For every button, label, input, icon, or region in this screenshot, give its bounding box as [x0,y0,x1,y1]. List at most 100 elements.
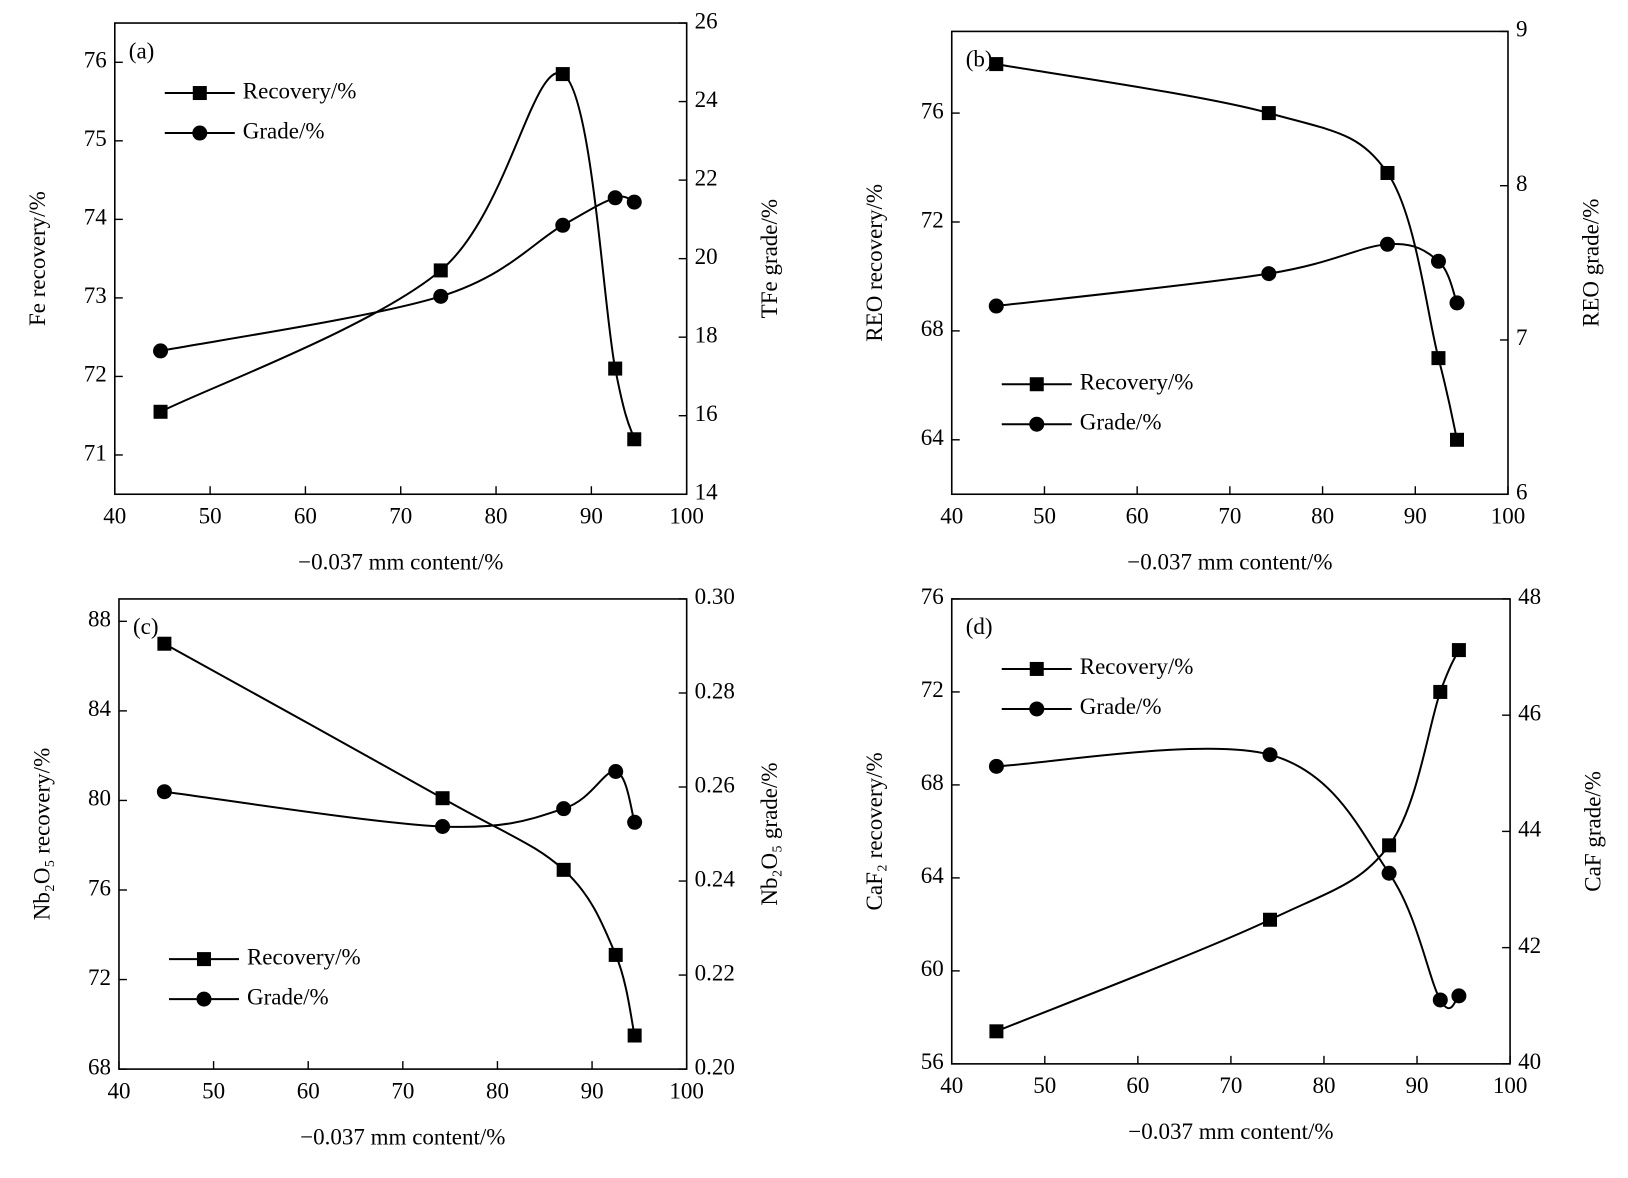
x-axis-label: −0.037 mm content/% [298,550,503,575]
x-tick-label: 90 [1404,504,1427,529]
y-tick-label: 80 [88,786,111,811]
legend-label: Recovery/% [243,78,357,103]
x-tick-label: 90 [581,1078,604,1103]
legend-marker [1029,661,1044,676]
x-tick-label: 90 [580,504,603,529]
y-axis-label: Nb₂O₅ recovery/% [29,748,54,921]
y2-tick-label: 26 [695,8,718,33]
data-point [988,758,1004,774]
y2-tick-label: 0.28 [695,678,735,703]
y-tick-label: 76 [921,584,944,609]
y-tick-label: 72 [88,965,111,990]
y-tick-label: 68 [88,1054,111,1079]
legend-marker [192,125,208,141]
legend-label: Recovery/% [1080,654,1194,679]
x-tick-label: 100 [1491,504,1526,529]
y-tick-label: 56 [921,1049,944,1074]
y2-tick-label: 0.20 [695,1054,735,1079]
data-point [627,814,643,830]
data-point [1449,432,1464,447]
y-tick-label: 76 [921,98,944,123]
x-tick-label: 70 [391,1078,414,1103]
legend-label: Grade/% [1080,410,1162,435]
series-curve [996,63,1458,441]
data-point [627,432,642,447]
x-tick-label: 70 [1218,504,1241,529]
y-tick-label: 71 [84,440,107,465]
y-tick-label: 60 [921,956,944,981]
y2-tick-label: 14 [695,480,719,505]
data-point [607,190,623,206]
data-point [1379,236,1395,252]
x-tick-label: 80 [486,1078,509,1103]
x-tick-label: 100 [1493,1073,1528,1098]
y2-tick-label: 0.22 [695,960,735,985]
data-point [435,819,451,835]
x-tick-label: 70 [389,504,412,529]
x-tick-label: 40 [107,1078,130,1103]
x-tick-label: 100 [669,1078,704,1103]
series-curve [160,71,636,440]
legend-marker [196,952,211,967]
y-tick-label: 76 [88,875,111,900]
y-axis-label: REO recovery/% [862,184,887,342]
data-point [1380,165,1395,180]
data-point [556,862,571,877]
x-tick-label: 80 [1312,1073,1335,1098]
data-point [1433,684,1448,699]
series-curve [164,770,636,828]
x-tick-label: 60 [294,504,317,529]
data-point [1261,106,1276,121]
data-point [608,763,624,779]
y2-tick-label: 16 [695,401,718,426]
y-axis-label: CaF₂ recovery/% [862,752,887,910]
data-point [626,194,642,210]
y2-axis-label: CaF grade/% [1580,771,1605,892]
data-point [1262,747,1278,763]
y2-tick-label: 6 [1516,480,1528,505]
y2-axis-label: REO grade/% [1578,199,1603,327]
y-tick-label: 75 [84,126,107,151]
legend-label: Grade/% [247,984,329,1009]
legend-marker [1029,416,1045,432]
data-point [608,361,623,376]
y2-tick-label: 48 [1518,584,1541,609]
x-tick-label: 100 [669,504,704,529]
data-point [433,288,449,304]
y2-axis-label: Nb₂O₅ grade/% [757,762,782,905]
y2-tick-label: 0.30 [695,584,735,609]
y2-tick-label: 44 [1518,817,1542,842]
data-point [435,791,450,806]
data-point [1431,351,1446,366]
data-point [157,636,172,651]
x-tick-label: 40 [940,504,963,529]
data-point [989,1024,1004,1039]
data-point [555,217,571,233]
data-point [433,263,448,278]
data-point [555,67,570,82]
y2-tick-label: 7 [1516,325,1528,350]
x-tick-label: 50 [1033,1073,1056,1098]
x-tick-label: 60 [1126,1073,1149,1098]
data-point [153,343,169,359]
x-tick-label: 50 [1033,504,1056,529]
series-curve [996,243,1458,308]
data-point [556,801,572,817]
data-point [608,947,623,962]
y-tick-label: 64 [921,425,945,450]
x-tick-label: 40 [103,504,126,529]
data-point [1451,643,1466,658]
legend-label: Recovery/% [247,944,361,969]
x-tick-label: 50 [202,1078,225,1103]
legend-label: Recovery/% [1080,370,1194,395]
data-point [1382,838,1397,853]
x-axis-label: −0.037 mm content/% [300,1124,505,1149]
y-tick-label: 74 [84,205,108,230]
y-tick-label: 88 [88,607,111,632]
y-tick-label: 76 [84,48,107,73]
x-tick-label: 80 [1311,504,1334,529]
data-point [1430,253,1446,269]
y2-tick-label: 22 [695,165,718,190]
